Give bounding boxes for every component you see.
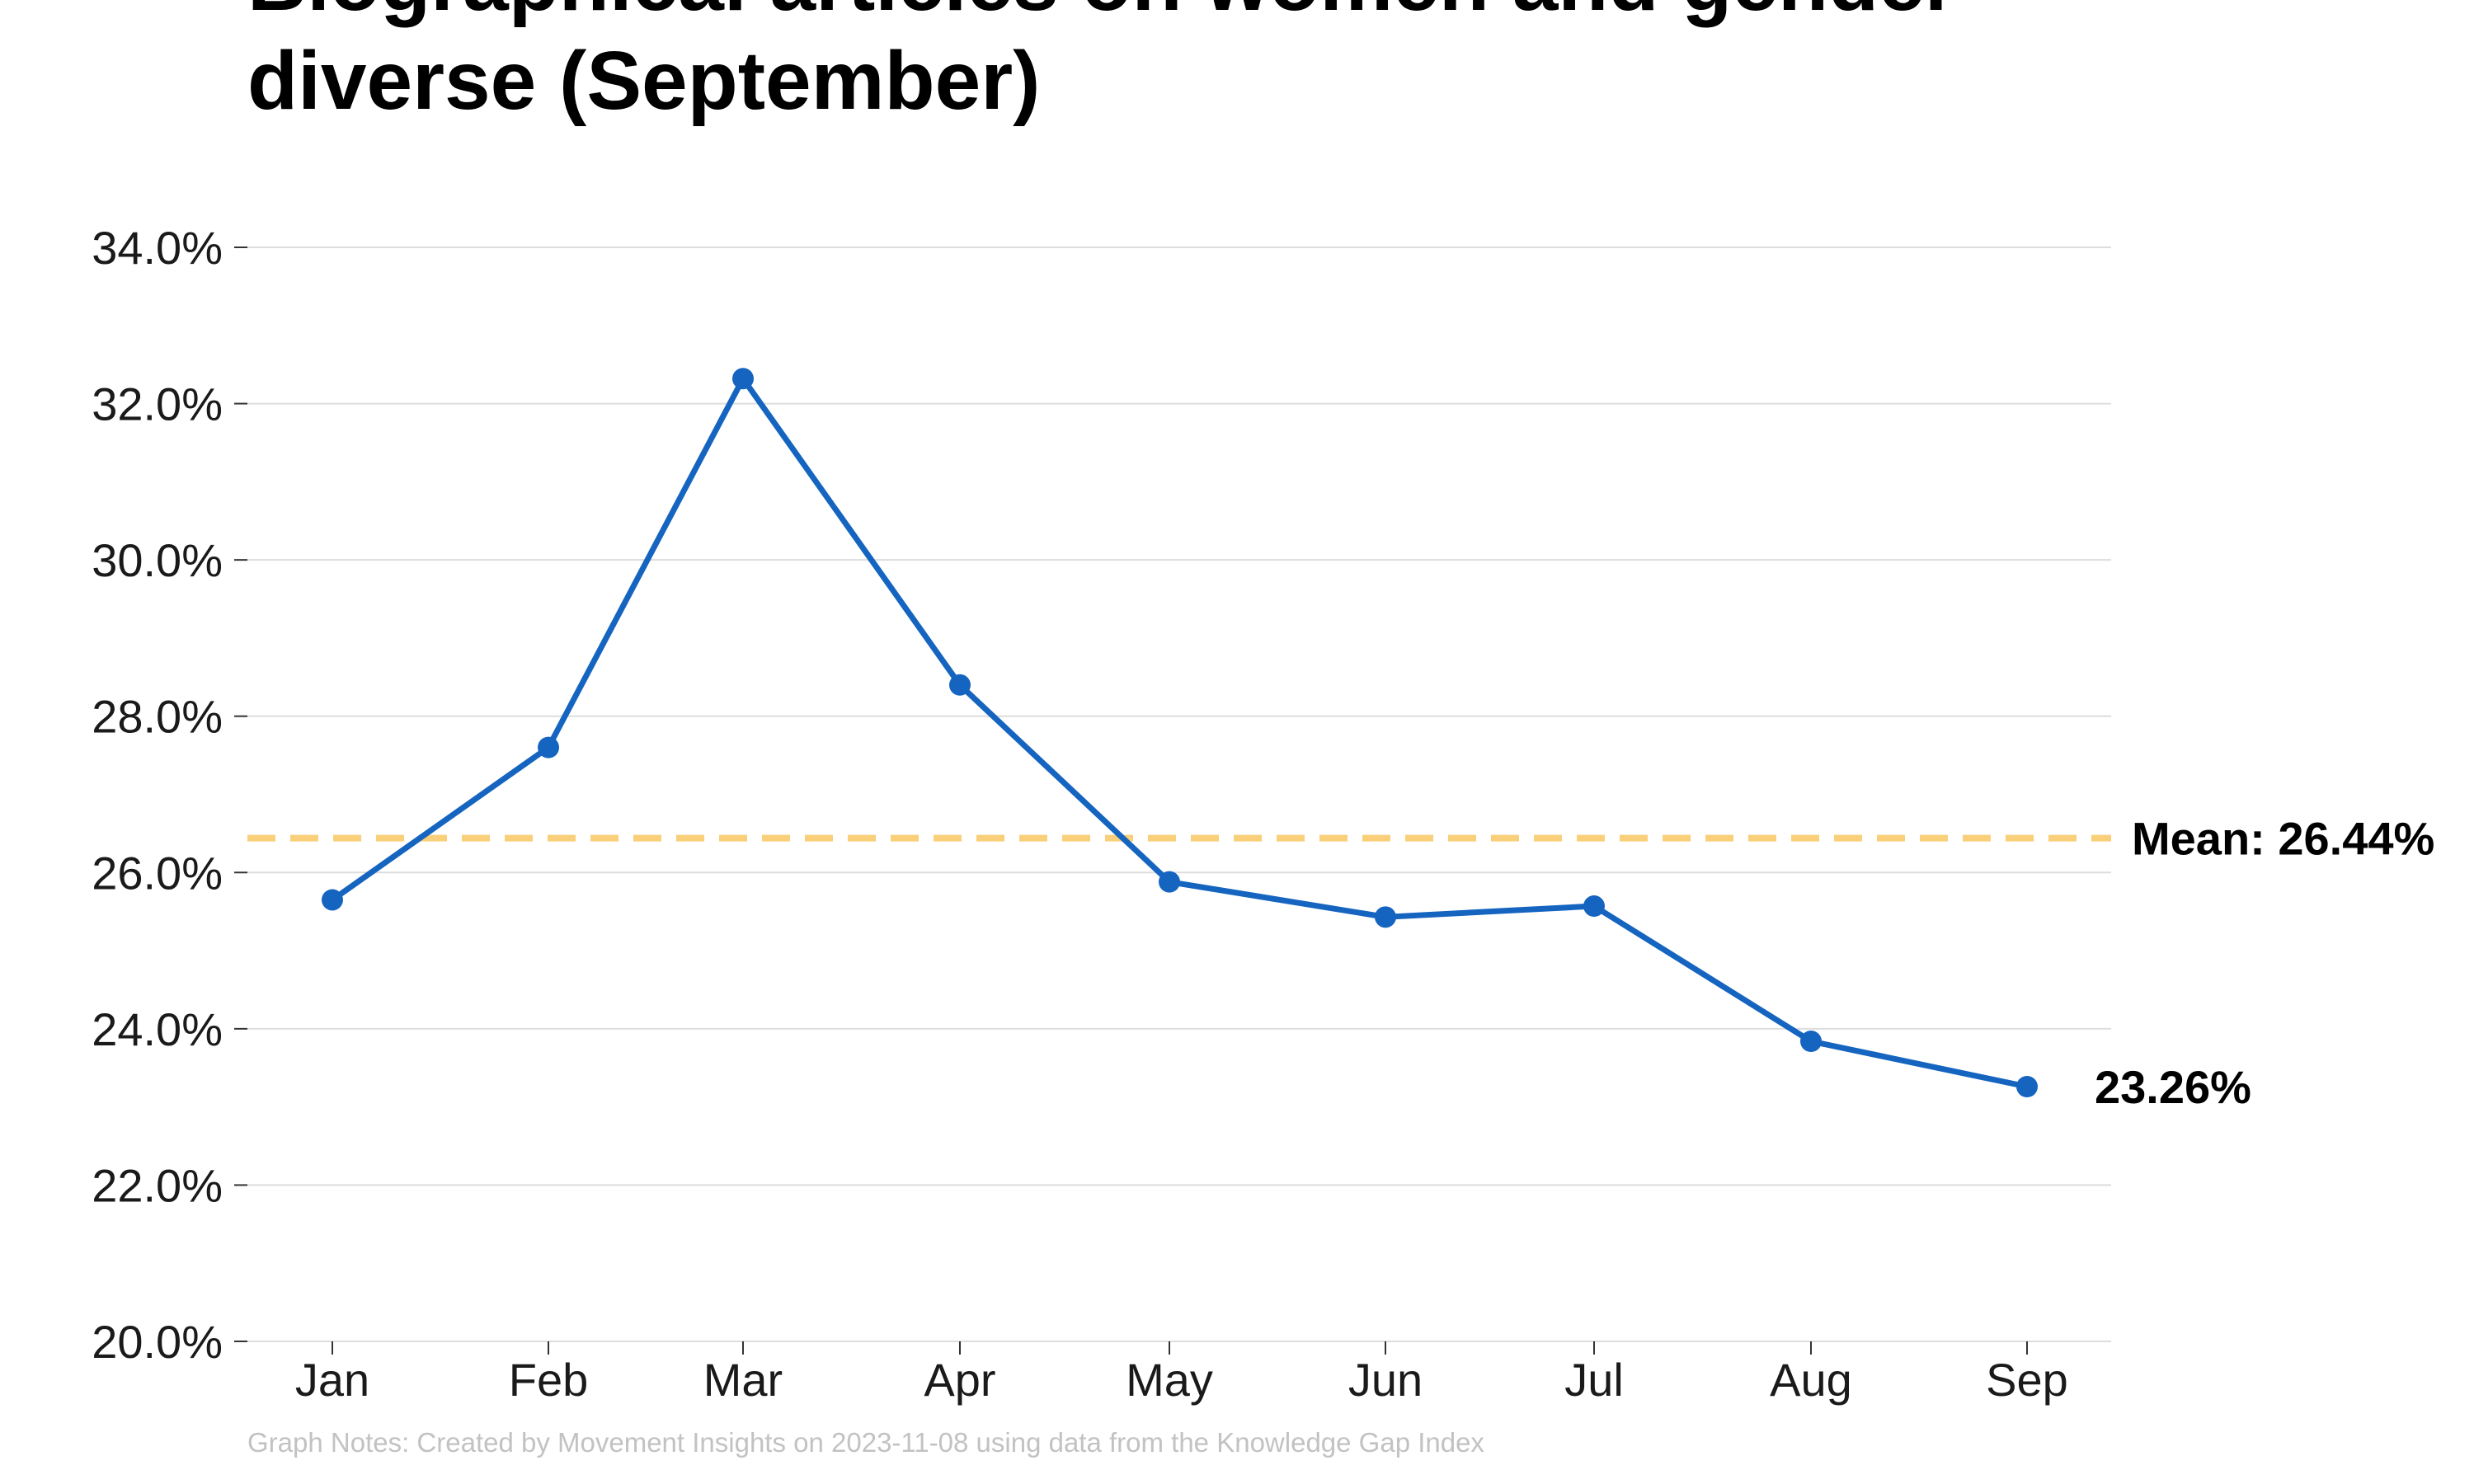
x-tick-label: Mar — [703, 1354, 783, 1406]
series-line — [329, 375, 2030, 1090]
x-tick-label: Feb — [509, 1354, 589, 1406]
annotations: Mean: 26.44% 23.26% — [2095, 813, 2434, 1113]
gridlines — [247, 247, 2111, 1342]
series-group — [322, 368, 2038, 1097]
data-point — [1159, 871, 1180, 893]
chart-title-line-2: diverse (September) — [247, 35, 1040, 127]
x-tick-label: Apr — [924, 1354, 995, 1406]
y-tick-label: 26.0% — [92, 847, 223, 899]
x-tick-label: Jul — [1564, 1354, 1624, 1406]
y-tick-label: 30.0% — [92, 534, 223, 586]
x-tick-label: Jun — [1348, 1354, 1423, 1406]
x-tick-label: Aug — [1770, 1354, 1852, 1406]
y-tick-label: 24.0% — [92, 1003, 223, 1055]
data-point — [949, 674, 971, 696]
y-tick-label: 32.0% — [92, 378, 223, 430]
data-point — [2016, 1075, 2038, 1097]
data-point — [732, 368, 754, 390]
data-point — [1375, 906, 1396, 928]
x-tick-label: Sep — [1986, 1354, 2068, 1406]
last-value-label: 23.26% — [2095, 1061, 2251, 1113]
data-point — [1583, 895, 1605, 918]
mean-label: Mean: 26.44% — [2132, 813, 2434, 865]
data-point — [322, 889, 343, 911]
x-tick-label: May — [1126, 1354, 1213, 1406]
data-point — [1800, 1031, 1822, 1053]
y-tick-label: 34.0% — [92, 222, 223, 274]
axes: 20.0% 22.0% 24.0% 26.0% 28.0% 30.0% 32.0% 34.0%… — [92, 222, 2068, 1406]
y-tick-label: 20.0% — [92, 1316, 223, 1368]
graph-notes: Graph Notes: Created by Movement Insight… — [247, 1427, 1484, 1458]
y-tick-label: 22.0% — [92, 1159, 223, 1211]
x-tick-label: Jan — [295, 1354, 369, 1406]
chart-title-line-1: Biographical articles on women and gende… — [247, 0, 1957, 28]
y-tick-label: 28.0% — [92, 691, 223, 743]
data-point — [538, 736, 559, 758]
